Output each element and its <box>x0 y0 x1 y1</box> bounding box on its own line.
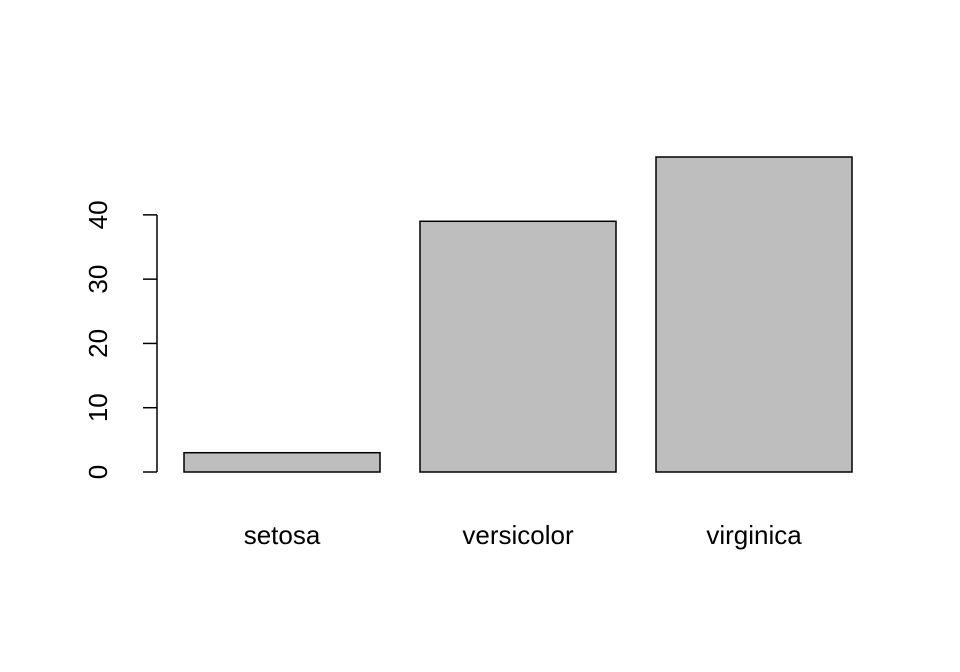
x-tick-label: versicolor <box>462 520 574 550</box>
y-tick-label: 20 <box>83 329 113 358</box>
x-tick-label: virginica <box>706 520 802 550</box>
bar <box>183 451 381 473</box>
y-tick-label: 10 <box>83 393 113 422</box>
y-tick-label: 30 <box>83 265 113 294</box>
y-tick-label: 40 <box>83 200 113 229</box>
bar <box>655 156 853 473</box>
bar <box>419 220 617 473</box>
y-tick-label: 0 <box>83 465 113 479</box>
x-tick-label: setosa <box>244 520 321 550</box>
